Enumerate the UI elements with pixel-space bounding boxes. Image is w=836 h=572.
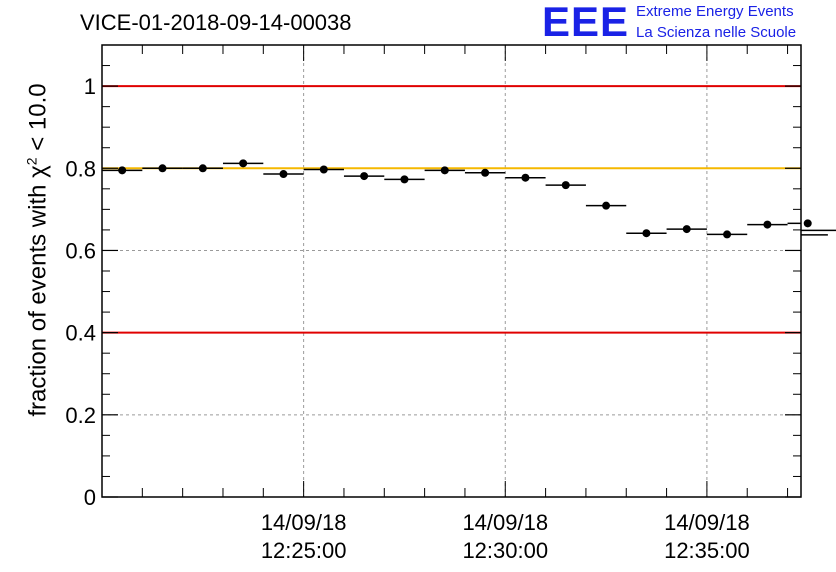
y-tick-label-5: 1 — [84, 74, 96, 99]
data-point-17 — [803, 219, 812, 228]
y-tick-label-0: 0 — [84, 485, 96, 510]
data-point-3 — [239, 159, 248, 168]
data-point-13 — [642, 229, 651, 238]
data-point-11 — [561, 181, 570, 190]
logo-line-2: La Scienza nelle Scuole — [636, 24, 797, 41]
data-point-4 — [279, 170, 288, 179]
data-point-5 — [319, 165, 328, 174]
chart-title: VICE-01-2018-09-14-00038 — [80, 10, 352, 35]
x-tick-label-date-1: 14/09/18 — [462, 510, 548, 535]
data-point-2 — [198, 164, 207, 173]
y-tick-label-4: 0.8 — [65, 156, 96, 181]
y-tick-label-3: 0.6 — [65, 238, 96, 263]
logo-mark: EEE — [542, 0, 630, 45]
x-tick-label-date-0: 14/09/18 — [261, 510, 347, 535]
x-tick-label-time-0: 12:25:00 — [261, 538, 347, 563]
plot-frame — [101, 44, 802, 498]
y-tick-label-2: 0.4 — [65, 321, 96, 346]
data-point-12 — [602, 201, 611, 210]
logo-line-1: Extreme Energy Events — [636, 3, 794, 20]
x-tick-label-date-2: 14/09/18 — [664, 510, 750, 535]
data-point-9 — [481, 168, 490, 177]
data-point-14 — [682, 225, 691, 234]
data-point-1 — [158, 164, 167, 173]
data-point-0 — [118, 166, 127, 175]
x-tick-label-time-1: 12:30:00 — [462, 538, 548, 563]
data-point-7 — [400, 175, 409, 184]
data-point-15 — [723, 230, 732, 239]
data-point-8 — [440, 166, 449, 175]
data-point-6 — [360, 172, 369, 181]
y-tick-label-1: 0.2 — [65, 403, 96, 428]
x-tick-label-time-2: 12:35:00 — [664, 538, 750, 563]
data-point-16 — [763, 220, 772, 229]
data-point-10 — [521, 173, 530, 182]
